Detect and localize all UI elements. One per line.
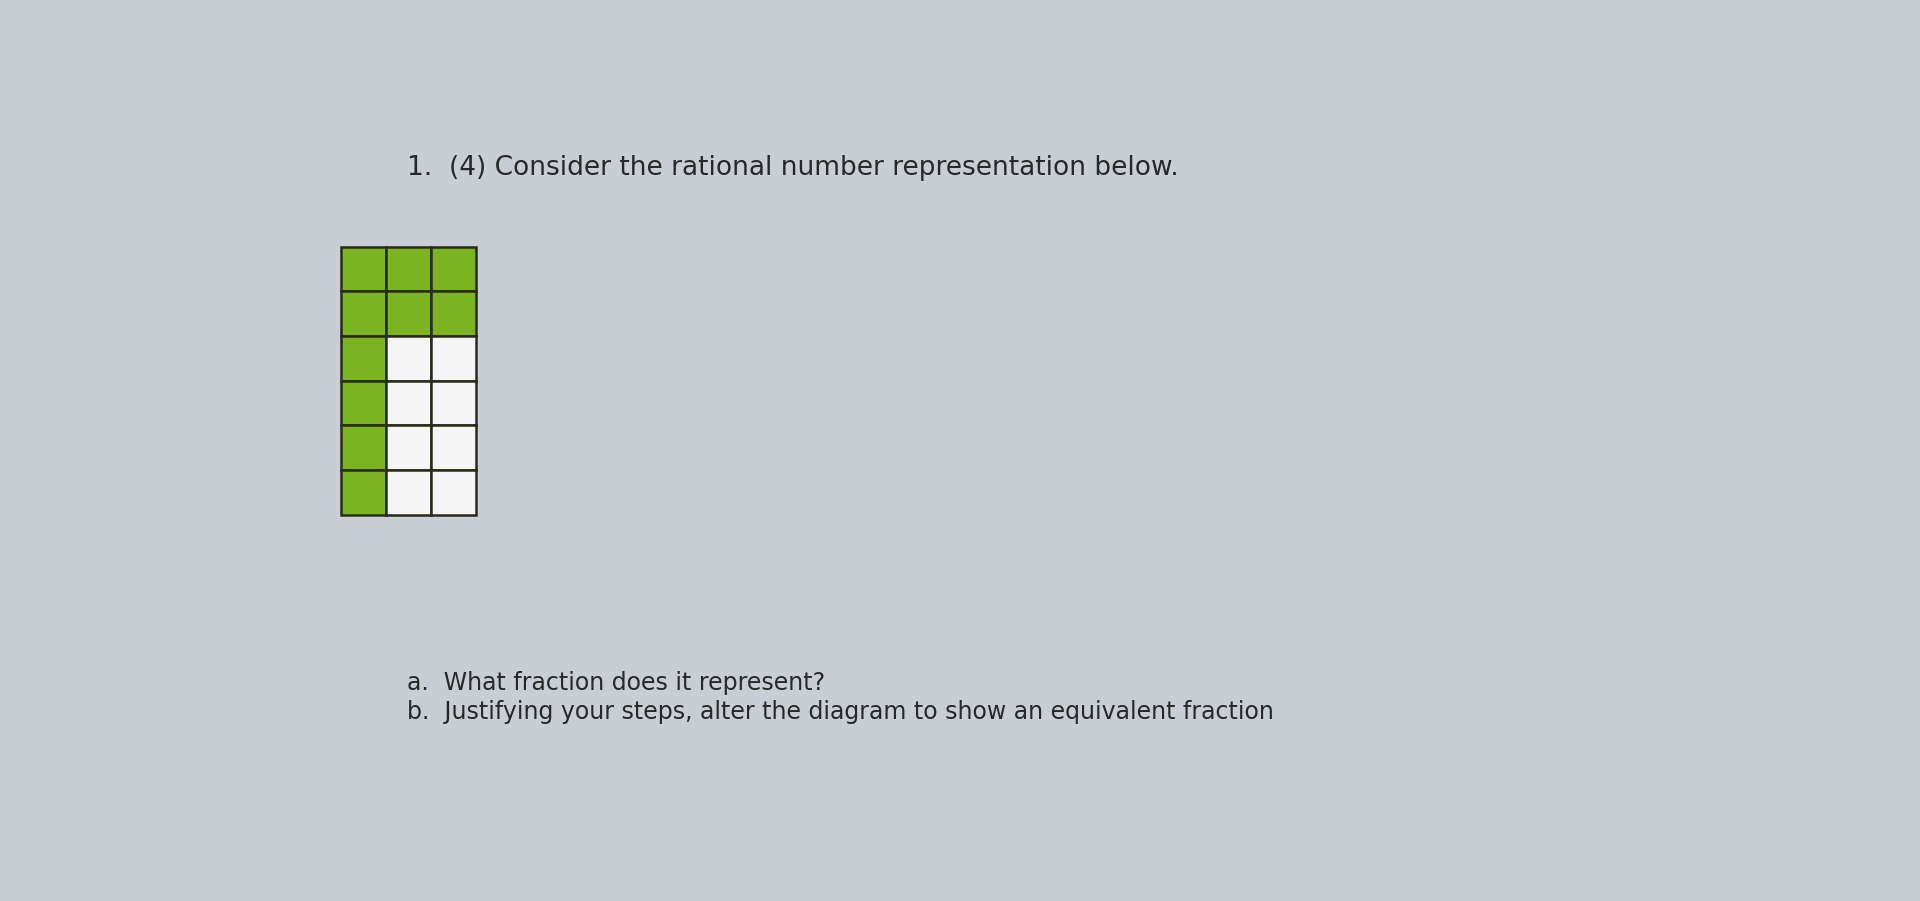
Bar [340,336,386,381]
Bar [386,381,430,425]
Bar [386,247,430,291]
Bar [340,247,386,291]
Bar [430,291,476,336]
Text: a.  What fraction does it represent?: a. What fraction does it represent? [407,671,826,695]
Bar [386,291,430,336]
Text: 1.  (4) Consider the rational number representation below.: 1. (4) Consider the rational number repr… [407,155,1179,181]
Bar [340,425,386,470]
Bar [340,291,386,336]
Bar [340,381,386,425]
Bar [430,336,476,381]
Bar [430,470,476,514]
Bar [340,470,386,514]
Bar [430,381,476,425]
Bar [430,247,476,291]
Bar [386,336,430,381]
Text: b.  Justifying your steps, alter the diagram to show an equivalent fraction: b. Justifying your steps, alter the diag… [407,700,1273,724]
Bar [430,425,476,470]
Bar [386,425,430,470]
Bar [386,470,430,514]
